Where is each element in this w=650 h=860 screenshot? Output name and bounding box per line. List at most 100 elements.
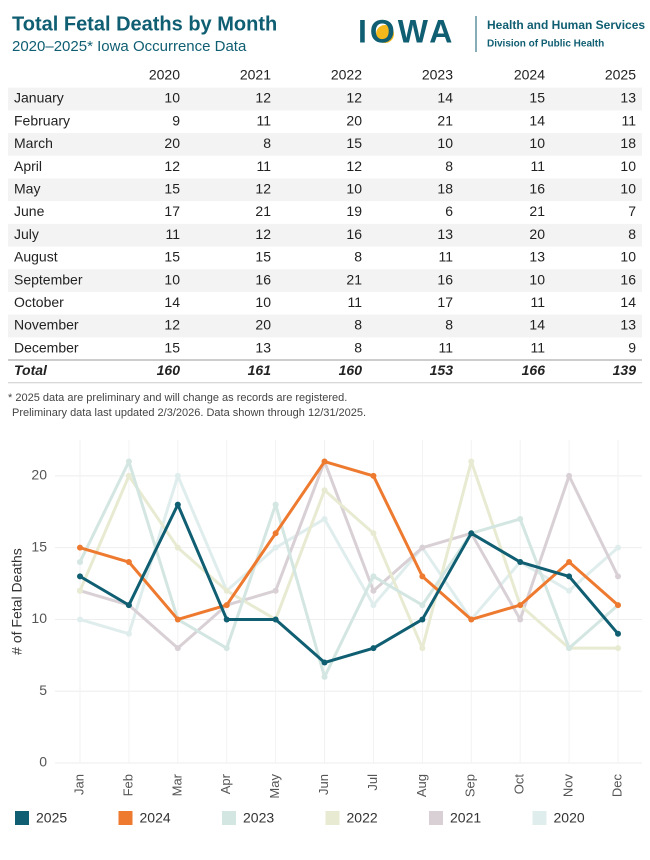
point (615, 602, 621, 609)
title: Total Fetal Deaths by Month (12, 13, 277, 35)
legend-label: 2025 (36, 810, 67, 826)
point (370, 530, 377, 537)
series-line (78, 460, 618, 650)
x-tick-label: May (267, 774, 282, 799)
point (272, 501, 279, 508)
cell: 11 (530, 158, 545, 174)
legend-swatch (118, 811, 133, 825)
cell: 11 (256, 112, 271, 128)
cell: 15 (255, 249, 271, 265)
cell: 15 (346, 135, 362, 151)
total-cell: 139 (613, 362, 637, 378)
cell: 13 (437, 226, 453, 242)
point (77, 616, 83, 623)
cell: 18 (437, 181, 453, 197)
column-header: 2020 (149, 67, 180, 83)
series-line (79, 474, 619, 636)
cell: 8 (628, 226, 636, 242)
point (468, 616, 475, 623)
cell: 10 (529, 135, 545, 151)
point (272, 616, 279, 623)
legend-swatch (15, 811, 29, 825)
x-tick-label: Jun (316, 774, 331, 795)
x-tick-label: Jul (365, 774, 380, 791)
cell: 17 (437, 294, 453, 310)
cell: 13 (255, 339, 271, 355)
total-cell: 166 (522, 362, 546, 378)
legend-label: 2024 (140, 810, 171, 826)
y-axis-label: # of Fetal Deaths (9, 548, 25, 655)
point (419, 602, 426, 609)
cell: 12 (255, 226, 271, 242)
subtitle: 2020–2025* Iowa Occurrence Data (12, 38, 247, 55)
column-header: 2025 (605, 67, 636, 83)
cell: 11 (165, 226, 180, 242)
point (125, 559, 132, 566)
point (125, 602, 132, 609)
cell: 12 (346, 158, 362, 174)
x-tick-label: Dec (609, 774, 624, 798)
row-band (8, 178, 642, 202)
cell: 20 (255, 317, 271, 333)
cell: 14 (529, 112, 545, 128)
row-band (8, 133, 642, 156)
cell: 10 (529, 271, 545, 287)
cell: 11 (621, 112, 636, 128)
cell: 14 (437, 90, 453, 106)
cell: 12 (164, 158, 180, 174)
cell: 9 (628, 339, 636, 355)
row-label: December (14, 339, 79, 355)
cell: 13 (620, 90, 636, 106)
row-label: April (14, 158, 42, 174)
point (566, 472, 573, 479)
cell: 11 (347, 294, 362, 310)
cell: 16 (620, 271, 636, 287)
point (77, 573, 83, 580)
cell: 8 (354, 317, 362, 333)
cell: 13 (529, 249, 545, 265)
total-cell: 161 (248, 362, 272, 378)
column-header: 2021 (240, 67, 271, 83)
x-tick-label: Feb (120, 774, 135, 796)
point (321, 515, 328, 522)
point (615, 630, 621, 637)
cell: 10 (620, 249, 636, 265)
cell: 10 (620, 181, 636, 197)
cell: 14 (529, 317, 545, 333)
division: Division of Public Health (487, 39, 604, 50)
total-label: Total (14, 362, 48, 378)
cell: 12 (255, 181, 271, 197)
point (321, 673, 328, 680)
total-cell: 153 (430, 362, 454, 378)
point (125, 472, 132, 479)
cell: 18 (620, 135, 636, 151)
point (321, 487, 328, 494)
cell: 15 (164, 181, 180, 197)
cell: 10 (164, 271, 180, 287)
point (125, 458, 132, 465)
legend-label: 2023 (243, 810, 274, 826)
cell: 11 (530, 294, 545, 310)
column-header: 2022 (331, 67, 362, 83)
cell: 8 (445, 158, 453, 174)
row-label: January (14, 90, 64, 106)
x-tick-label: Sep (463, 774, 478, 797)
cell: 21 (255, 203, 271, 219)
point (370, 602, 377, 609)
cell: 11 (438, 339, 453, 355)
point (321, 659, 328, 666)
cell: 16 (529, 181, 545, 197)
row-label: August (14, 249, 58, 265)
cell: 8 (445, 317, 453, 333)
cell: 8 (263, 135, 271, 151)
row-label: October (14, 294, 64, 310)
point (174, 544, 181, 551)
cell: 13 (620, 317, 636, 333)
x-tick-label: Mar (169, 773, 184, 796)
point (223, 587, 230, 594)
point (174, 472, 181, 479)
y-tick-label: 10 (31, 610, 47, 626)
legend-label: 2020 (554, 810, 585, 826)
point (517, 602, 524, 609)
logo: IOWA (358, 13, 455, 49)
